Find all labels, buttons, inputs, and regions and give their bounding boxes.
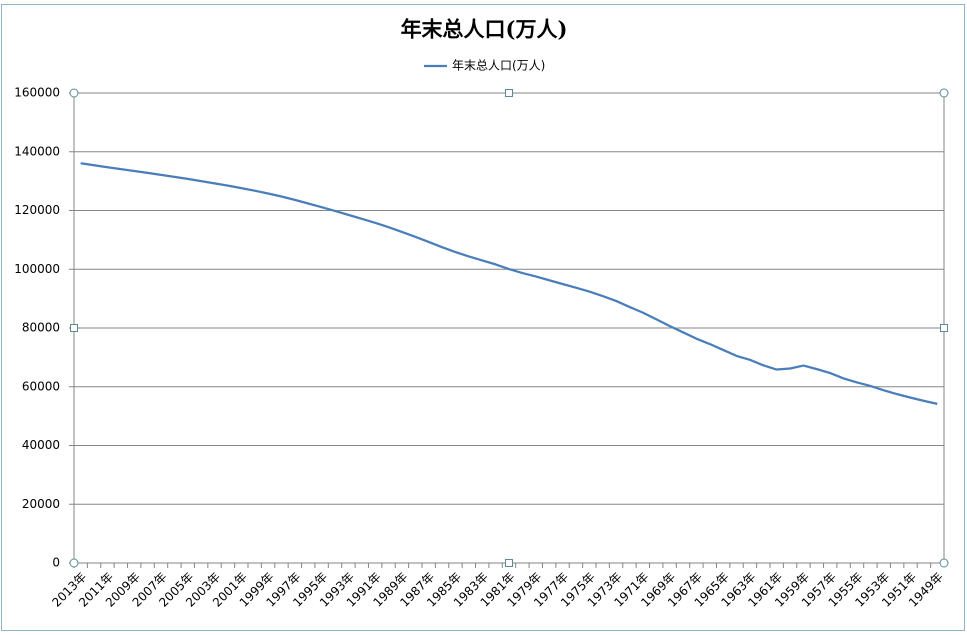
y-tick-label: 20000 [22,497,60,511]
y-tick-label: 140000 [14,144,60,158]
selection-handle [939,558,949,568]
selection-handle [505,89,513,97]
y-tick-label: 40000 [22,438,60,452]
selection-handle [69,558,79,568]
y-tick-label: 80000 [22,321,60,335]
chart-border [1,4,965,631]
selection-handle [939,88,949,98]
selection-handle [940,324,948,332]
data-line [80,162,938,405]
y-tick-label: 160000 [14,86,60,100]
selection-handle [505,559,513,567]
selection-handle [69,88,79,98]
y-tick-label: 100000 [14,262,60,276]
y-tick-label: 60000 [22,379,60,393]
chart-title: 年末总人口(万人) [401,17,568,42]
y-tick-label: 0 [52,556,60,570]
legend-label: 年末总人口(万人) [452,59,545,73]
y-tick-label: 120000 [14,203,60,217]
selection-handle [70,324,78,332]
